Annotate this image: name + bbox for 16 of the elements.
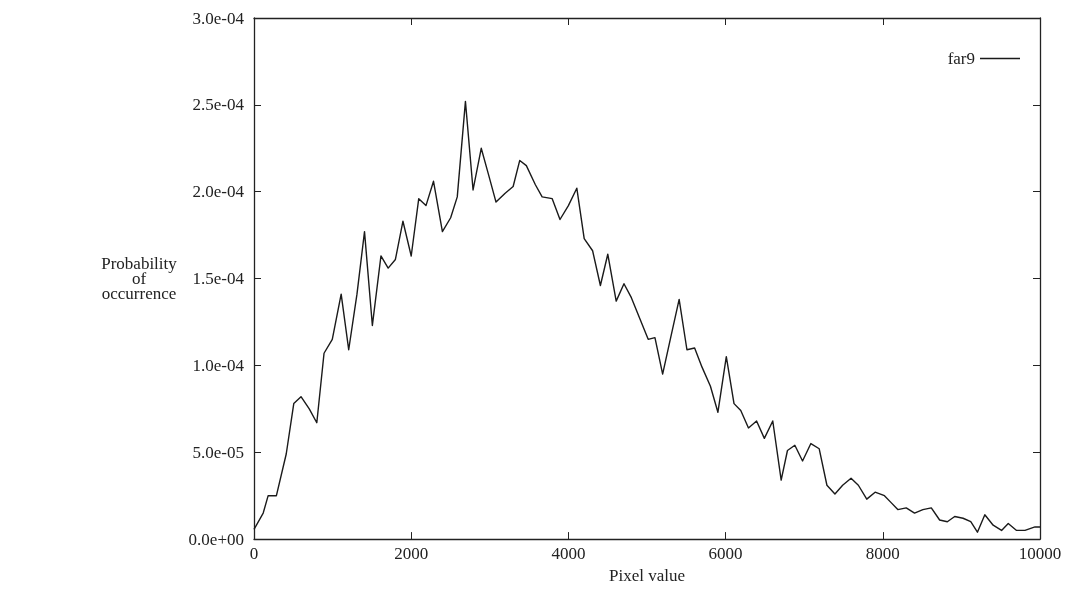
y-tick-label: 1.5e-04	[192, 269, 245, 289]
x-axis-title: Pixel value	[608, 566, 686, 585]
x-tick-label: 2000	[394, 544, 429, 564]
y-tick-label: 3.0e-04	[192, 8, 245, 28]
y-axis-title: Probability of occurrence	[101, 254, 178, 304]
x-tick-label: 0	[249, 544, 259, 564]
y-tick-label: 5.0e-05	[192, 442, 244, 462]
y-tick-label: 2.0e-04	[192, 182, 245, 202]
y-tick-label: 1.0e-04	[192, 355, 245, 375]
y-tick-label: 2.5e-04	[192, 95, 245, 115]
x-tick-label: 4000	[551, 544, 586, 564]
x-tick-label: 10000	[1018, 544, 1062, 564]
x-tick-label: 6000	[708, 544, 743, 564]
legend-label: far9	[947, 49, 975, 68]
x-tick-label: 8000	[865, 544, 900, 564]
y-tick-label: 0.0e+00	[188, 529, 244, 549]
